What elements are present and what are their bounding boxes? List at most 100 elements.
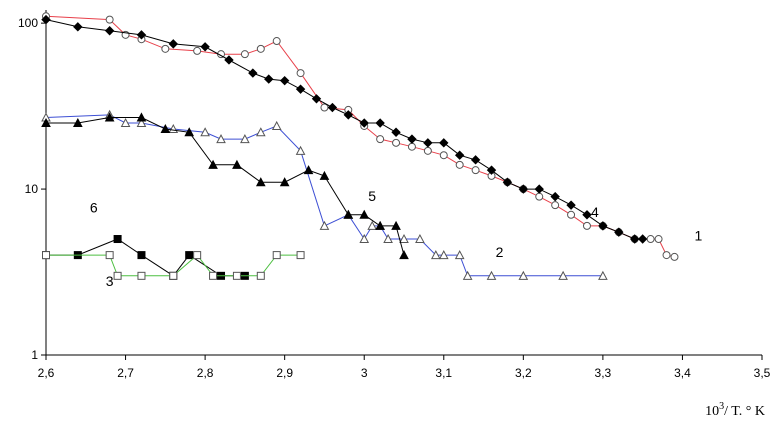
data-point: [73, 22, 83, 32]
data-point: [136, 30, 147, 40]
data-point: [41, 14, 51, 25]
data-point: [208, 159, 218, 169]
data-point: [319, 170, 330, 180]
data-point: [319, 220, 330, 230]
data-point: [582, 221, 591, 230]
curve-label-1: 1: [694, 227, 702, 243]
data-point: [567, 210, 576, 219]
data-point: [113, 271, 122, 280]
data-point: [137, 251, 146, 260]
data-point: [534, 184, 544, 194]
y-tick-label: 1: [31, 348, 38, 362]
data-point: [240, 50, 249, 59]
data-point: [343, 110, 354, 120]
data-point: [439, 138, 449, 148]
data-point: [41, 117, 51, 128]
data-point: [462, 270, 473, 280]
data-point: [168, 39, 178, 49]
axes: 2,6 2,7 2,8 2,9 3 3,1 3,2 3,3 3,4 3,5 1 10 100: [18, 10, 770, 380]
data-point: [264, 74, 274, 84]
data-point: [558, 270, 568, 280]
curve-label-6: 6: [90, 200, 98, 216]
data-point: [248, 68, 258, 78]
data-point: [303, 165, 314, 175]
curve-label-2: 2: [496, 244, 504, 260]
curve-label-3: 3: [106, 273, 114, 289]
data-point: [359, 233, 370, 244]
data-point: [193, 251, 202, 260]
data-point: [654, 235, 663, 244]
curve-label-4: 4: [591, 204, 599, 220]
data-point: [670, 252, 679, 261]
data-point: [630, 234, 640, 244]
data-point: [454, 150, 465, 160]
data-point: [471, 166, 480, 175]
x-tick-label: 2,8: [197, 366, 214, 380]
x-tick-label: 3,5: [754, 366, 770, 380]
data-point: [535, 192, 544, 201]
data-point: [72, 117, 83, 128]
y-tick-label: 100: [18, 16, 38, 30]
data-point: [454, 250, 465, 260]
y-tick-label: 10: [25, 182, 39, 196]
data-point: [279, 75, 290, 86]
x-axis-label-base: 10: [705, 404, 719, 419]
series-2: [41, 109, 608, 280]
series-5: [41, 112, 409, 260]
data-point: [367, 220, 378, 230]
curve-label-5: 5: [368, 188, 376, 204]
x-tick-label: 3,3: [595, 366, 612, 380]
data-point: [200, 42, 210, 52]
data-point: [184, 127, 195, 137]
series-4: [41, 14, 648, 244]
data-point: [566, 200, 576, 210]
series-line-2: [45, 114, 603, 277]
data-point: [646, 235, 655, 244]
x-tick-label: 3,1: [435, 366, 452, 380]
data-point: [272, 37, 281, 46]
data-point: [407, 134, 417, 144]
data-point: [359, 118, 369, 128]
data-point: [255, 177, 266, 187]
data-point: [232, 159, 242, 169]
data-point: [136, 112, 147, 122]
x-axis-label-exponent: 3: [719, 401, 724, 412]
data-point: [392, 138, 401, 147]
x-axis-label: 103/ T. ° K: [705, 401, 765, 419]
data-point: [359, 209, 370, 219]
data-point: [486, 165, 497, 175]
data-point: [502, 177, 513, 187]
data-point: [224, 55, 234, 65]
data-point: [375, 118, 385, 128]
data-point: [216, 134, 226, 144]
data-point: [240, 134, 250, 144]
data-point: [327, 102, 338, 113]
data-point: [430, 250, 441, 260]
data-point: [193, 46, 202, 55]
series-line-5: [46, 117, 405, 256]
x-tick-label: 3,4: [674, 366, 691, 380]
data-point: [160, 123, 171, 134]
x-axis-label-rest: / T. ° K: [724, 404, 765, 419]
data-point: [486, 270, 497, 280]
data-point: [470, 155, 481, 165]
series-layer: [41, 12, 679, 280]
data-point: [383, 233, 393, 244]
series-line-1: [45, 15, 675, 258]
data-point: [136, 117, 147, 128]
x-tick-label: 2,9: [276, 366, 293, 380]
data-point: [662, 251, 671, 260]
data-point: [295, 145, 306, 155]
data-point: [438, 250, 449, 260]
data-point: [391, 220, 401, 230]
x-tick-label: 2,7: [117, 366, 134, 380]
data-point: [399, 250, 409, 260]
data-point: [296, 251, 305, 260]
data-point: [185, 251, 194, 260]
data-point: [376, 135, 385, 144]
data-point: [375, 220, 385, 230]
data-point: [311, 94, 322, 104]
data-point: [320, 103, 329, 112]
data-point: [518, 184, 529, 194]
